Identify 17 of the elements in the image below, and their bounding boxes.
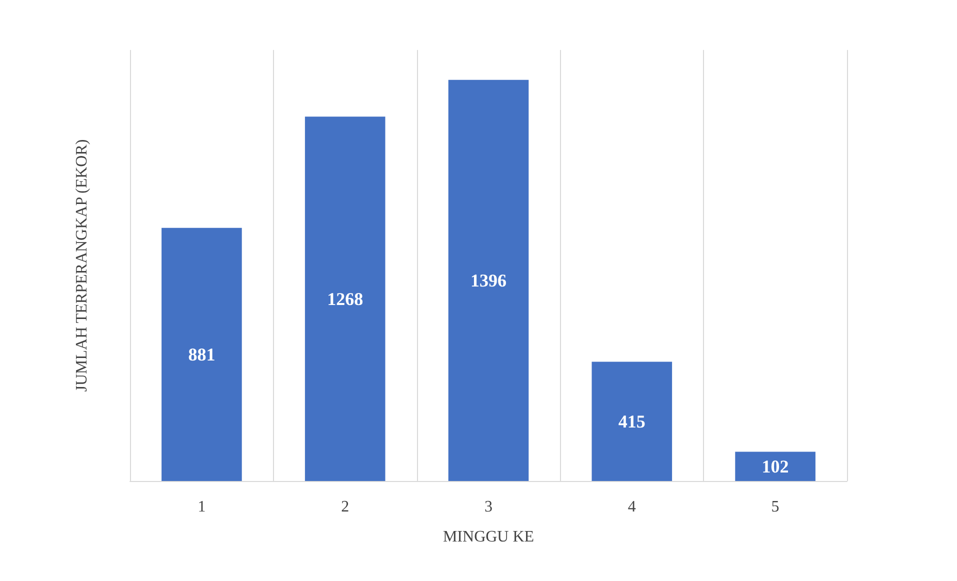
x-tick-label: 2 [341, 498, 350, 516]
x-tick-label: 4 [628, 498, 636, 516]
data-label: 1396 [470, 270, 506, 290]
x-tick-label: 5 [771, 498, 780, 516]
data-label: 881 [188, 344, 216, 364]
data-label: 102 [762, 456, 789, 476]
x-tick-label: 3 [484, 498, 492, 516]
data-label: 415 [618, 411, 646, 432]
bar [735, 452, 816, 481]
bar [162, 228, 242, 481]
bar [592, 362, 672, 481]
bar [304, 116, 386, 481]
x-tick-label: 1 [198, 498, 206, 516]
bar [448, 80, 529, 481]
x-axis-title: MINGGU KE [442, 528, 534, 546]
data-label: 1268 [327, 288, 364, 309]
y-axis-title: JUMLAH TERPERANGKAP (EKOR) [74, 139, 90, 392]
